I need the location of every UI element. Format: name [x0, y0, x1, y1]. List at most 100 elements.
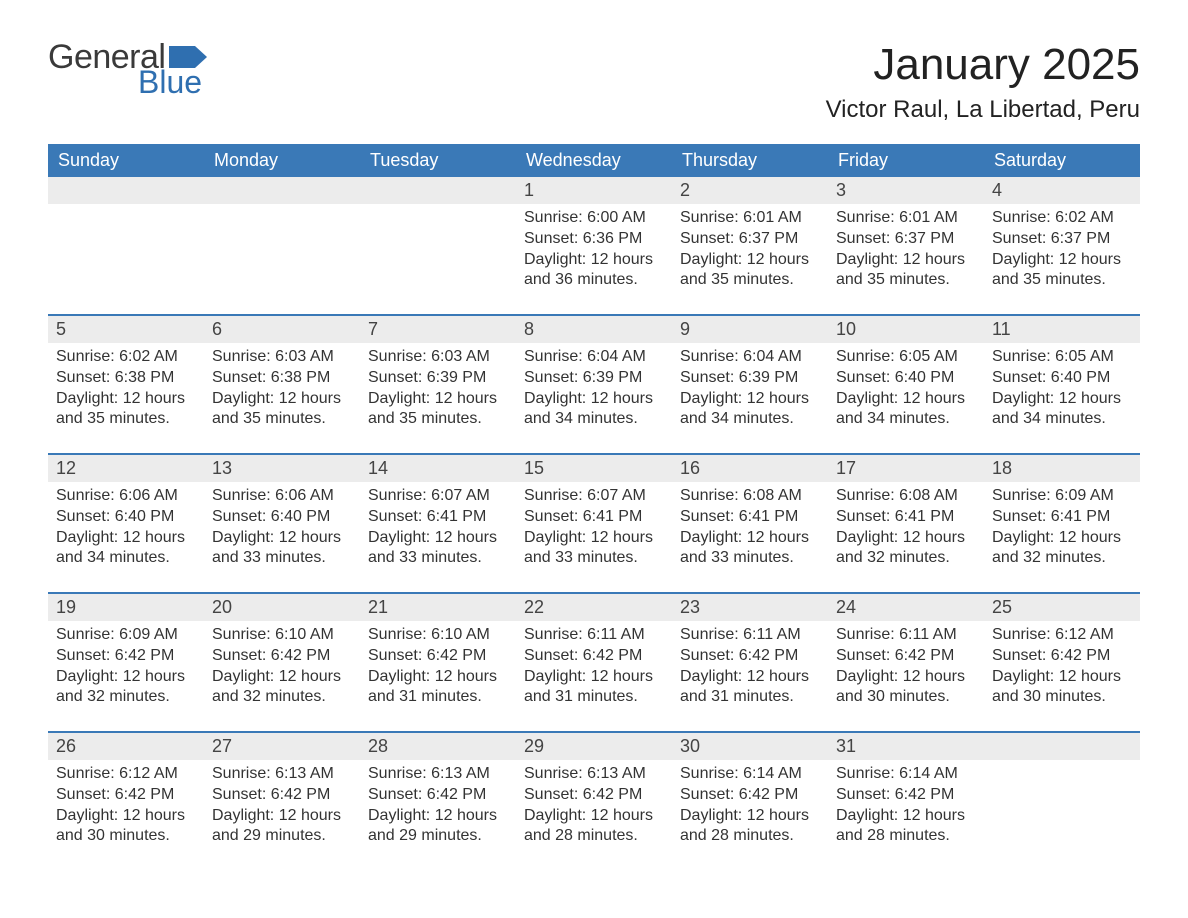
day-number [204, 177, 360, 204]
sunrise-value: 6:14 AM [743, 765, 802, 782]
daylight-line: Daylight: 12 hours and 31 minutes. [524, 667, 664, 709]
day-details: Sunrise: 6:12 AMSunset: 6:42 PMDaylight:… [48, 760, 204, 870]
sunset-line: Sunset: 6:42 PM [368, 646, 508, 667]
daylight-label: Daylight: [212, 807, 274, 824]
calendar-cell: 22Sunrise: 6:11 AMSunset: 6:42 PMDayligh… [516, 592, 672, 731]
daylight-line: Daylight: 12 hours and 32 minutes. [992, 528, 1132, 570]
location-subtitle: Victor Raul, La Libertad, Peru [826, 96, 1140, 124]
sunrise-label: Sunrise: [836, 765, 895, 782]
calendar-cell: 5Sunrise: 6:02 AMSunset: 6:38 PMDaylight… [48, 314, 204, 453]
sunset-label: Sunset: [56, 508, 110, 525]
sunrise-line: Sunrise: 6:07 AM [524, 486, 664, 507]
daylight-line: Daylight: 12 hours and 32 minutes. [836, 528, 976, 570]
daylight-label: Daylight: [524, 251, 586, 268]
sunrise-label: Sunrise: [836, 487, 895, 504]
sunrise-label: Sunrise: [212, 626, 271, 643]
day-number: 28 [360, 731, 516, 760]
sunrise-line: Sunrise: 6:06 AM [56, 486, 196, 507]
calendar-grid: SundayMondayTuesdayWednesdayThursdayFrid… [48, 144, 1140, 870]
sunrise-label: Sunrise: [680, 626, 739, 643]
sunrise-label: Sunrise: [524, 487, 583, 504]
sunrise-line: Sunrise: 6:08 AM [680, 486, 820, 507]
sunset-label: Sunset: [836, 230, 890, 247]
calendar-cell-empty [984, 731, 1140, 870]
day-number: 5 [48, 314, 204, 343]
calendar-cell: 21Sunrise: 6:10 AMSunset: 6:42 PMDayligh… [360, 592, 516, 731]
sunrise-line: Sunrise: 6:04 AM [524, 347, 664, 368]
calendar-cell: 17Sunrise: 6:08 AMSunset: 6:41 PMDayligh… [828, 453, 984, 592]
sunrise-label: Sunrise: [524, 209, 583, 226]
sunrise-line: Sunrise: 6:05 AM [992, 347, 1132, 368]
sunset-line: Sunset: 6:42 PM [680, 646, 820, 667]
sunset-label: Sunset: [212, 647, 266, 664]
day-details: Sunrise: 6:09 AMSunset: 6:41 PMDaylight:… [984, 482, 1140, 592]
day-details [360, 204, 516, 314]
sunset-line: Sunset: 6:40 PM [836, 368, 976, 389]
sunrise-value: 6:08 AM [743, 487, 802, 504]
calendar-cell: 10Sunrise: 6:05 AMSunset: 6:40 PMDayligh… [828, 314, 984, 453]
day-details: Sunrise: 6:07 AMSunset: 6:41 PMDaylight:… [360, 482, 516, 592]
sunrise-label: Sunrise: [56, 348, 115, 365]
sunrise-value: 6:06 AM [119, 487, 178, 504]
daylight-label: Daylight: [368, 807, 430, 824]
sunrise-value: 6:12 AM [119, 765, 178, 782]
daylight-label: Daylight: [524, 807, 586, 824]
sunset-value: 6:42 PM [739, 786, 799, 803]
sunrise-line: Sunrise: 6:07 AM [368, 486, 508, 507]
sunrise-label: Sunrise: [524, 626, 583, 643]
day-number: 7 [360, 314, 516, 343]
sunset-label: Sunset: [836, 369, 890, 386]
day-number: 21 [360, 592, 516, 621]
day-number: 10 [828, 314, 984, 343]
daylight-label: Daylight: [524, 390, 586, 407]
day-details: Sunrise: 6:06 AMSunset: 6:40 PMDaylight:… [48, 482, 204, 592]
daylight-label: Daylight: [524, 668, 586, 685]
sunrise-line: Sunrise: 6:02 AM [56, 347, 196, 368]
daylight-label: Daylight: [836, 807, 898, 824]
daylight-label: Daylight: [56, 529, 118, 546]
sunset-value: 6:40 PM [1051, 369, 1111, 386]
sunrise-label: Sunrise: [368, 487, 427, 504]
calendar-cell: 30Sunrise: 6:14 AMSunset: 6:42 PMDayligh… [672, 731, 828, 870]
day-number: 19 [48, 592, 204, 621]
sunrise-label: Sunrise: [680, 209, 739, 226]
sunset-line: Sunset: 6:42 PM [368, 785, 508, 806]
sunrise-value: 6:02 AM [1055, 209, 1114, 226]
daylight-label: Daylight: [992, 390, 1054, 407]
sunset-line: Sunset: 6:41 PM [368, 507, 508, 528]
sunrise-line: Sunrise: 6:14 AM [836, 764, 976, 785]
day-of-week-header: Friday [828, 144, 984, 177]
sunset-label: Sunset: [56, 647, 110, 664]
sunrise-line: Sunrise: 6:01 AM [680, 208, 820, 229]
day-number: 29 [516, 731, 672, 760]
day-of-week-header: Wednesday [516, 144, 672, 177]
sunset-value: 6:39 PM [739, 369, 799, 386]
calendar-cell: 4Sunrise: 6:02 AMSunset: 6:37 PMDaylight… [984, 177, 1140, 314]
sunset-value: 6:42 PM [115, 647, 175, 664]
sunrise-value: 6:00 AM [587, 209, 646, 226]
sunset-label: Sunset: [680, 647, 734, 664]
sunset-value: 6:36 PM [583, 230, 643, 247]
sunset-value: 6:42 PM [583, 647, 643, 664]
sunset-line: Sunset: 6:40 PM [992, 368, 1132, 389]
day-details: Sunrise: 6:10 AMSunset: 6:42 PMDaylight:… [204, 621, 360, 731]
day-details: Sunrise: 6:03 AMSunset: 6:39 PMDaylight:… [360, 343, 516, 453]
daylight-label: Daylight: [836, 251, 898, 268]
calendar-cell-empty [204, 177, 360, 314]
daylight-label: Daylight: [56, 390, 118, 407]
day-details: Sunrise: 6:06 AMSunset: 6:40 PMDaylight:… [204, 482, 360, 592]
calendar-cell: 3Sunrise: 6:01 AMSunset: 6:37 PMDaylight… [828, 177, 984, 314]
calendar-cell: 26Sunrise: 6:12 AMSunset: 6:42 PMDayligh… [48, 731, 204, 870]
day-details: Sunrise: 6:09 AMSunset: 6:42 PMDaylight:… [48, 621, 204, 731]
sunset-value: 6:39 PM [427, 369, 487, 386]
day-details: Sunrise: 6:10 AMSunset: 6:42 PMDaylight:… [360, 621, 516, 731]
calendar-cell: 6Sunrise: 6:03 AMSunset: 6:38 PMDaylight… [204, 314, 360, 453]
sunset-line: Sunset: 6:42 PM [56, 646, 196, 667]
daylight-line: Daylight: 12 hours and 33 minutes. [368, 528, 508, 570]
day-details: Sunrise: 6:13 AMSunset: 6:42 PMDaylight:… [204, 760, 360, 870]
sunrise-label: Sunrise: [56, 626, 115, 643]
sunrise-line: Sunrise: 6:12 AM [56, 764, 196, 785]
daylight-label: Daylight: [680, 251, 742, 268]
daylight-label: Daylight: [680, 390, 742, 407]
sunrise-line: Sunrise: 6:09 AM [56, 625, 196, 646]
